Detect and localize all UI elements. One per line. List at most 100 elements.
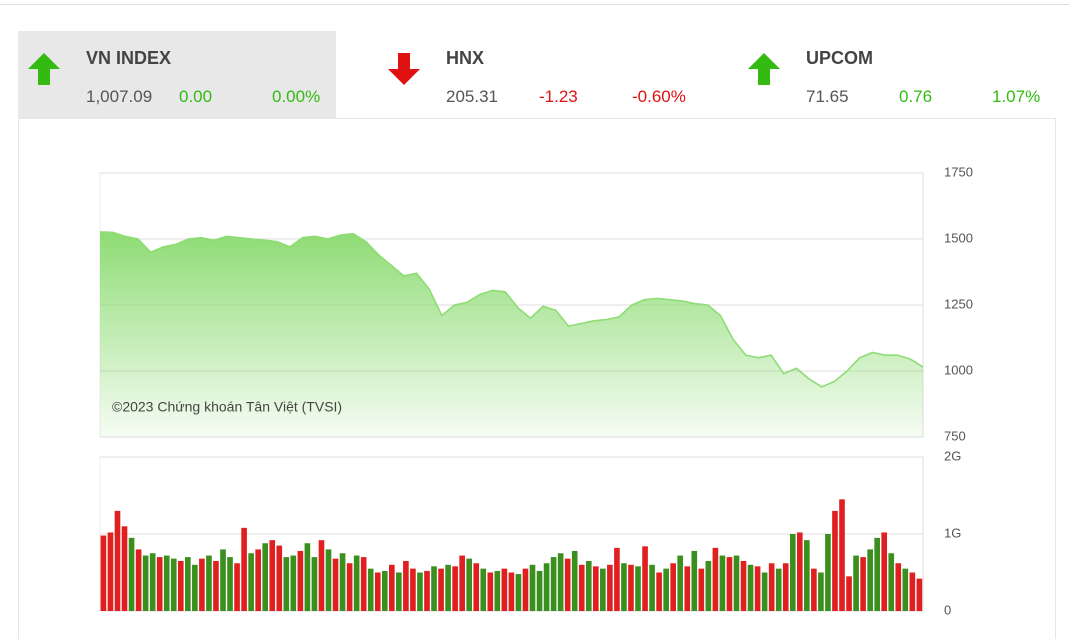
bar — [438, 568, 444, 611]
bar — [480, 568, 487, 611]
down-arrow — [388, 53, 420, 85]
bar — [494, 570, 501, 611]
bar — [290, 555, 297, 611]
bar — [487, 572, 494, 611]
bar — [733, 555, 740, 611]
bar — [789, 534, 796, 611]
bar — [663, 568, 669, 611]
bar — [543, 563, 550, 611]
bar — [501, 568, 508, 611]
bar — [811, 568, 817, 611]
bar — [304, 543, 311, 611]
y-tick-label: 1500 — [944, 230, 973, 245]
bar — [192, 564, 198, 611]
y-tick-label: 1G — [944, 525, 961, 540]
bar — [269, 540, 276, 611]
bar — [846, 576, 852, 611]
bar — [508, 572, 515, 611]
bar — [796, 532, 803, 611]
bar — [578, 564, 585, 611]
ticker-percent: 0.00% — [272, 87, 321, 106]
bar — [396, 572, 402, 611]
bar — [107, 532, 114, 611]
ticker-percent: -0.60% — [632, 87, 686, 106]
bar — [128, 537, 135, 611]
bar — [522, 568, 529, 611]
bar — [874, 537, 880, 611]
bar — [410, 568, 416, 611]
up-arrow — [748, 53, 780, 85]
area-fill — [100, 231, 923, 437]
bar — [185, 557, 191, 611]
ticker[interactable]: VN INDEX 1,007.09 0.00 0.00% — [18, 31, 336, 118]
bar — [297, 550, 304, 611]
ticker[interactable]: UPCOM 71.65 0.76 1.07% — [738, 31, 1056, 118]
bar — [241, 527, 247, 611]
bar — [782, 563, 789, 611]
top-border — [0, 4, 1069, 5]
ticker[interactable]: HNX 205.31 -1.23 -0.60% — [378, 31, 696, 118]
bar — [684, 566, 691, 611]
bar — [339, 553, 346, 611]
bar — [473, 563, 480, 611]
bar — [199, 558, 205, 611]
bar — [227, 557, 233, 611]
bar — [417, 572, 423, 611]
bar — [607, 564, 613, 611]
bar — [860, 557, 866, 611]
bar — [431, 566, 437, 611]
bar — [213, 560, 219, 611]
bar — [276, 545, 283, 611]
bar — [262, 543, 269, 611]
ticker-value: 205.31 — [446, 87, 498, 106]
bar — [916, 578, 923, 611]
bar — [621, 563, 627, 611]
bar — [677, 555, 684, 611]
ticker-change: -1.23 — [539, 87, 578, 106]
bar — [895, 563, 902, 611]
bar — [163, 555, 170, 611]
bar — [557, 553, 564, 611]
bar — [220, 549, 226, 611]
ticker-name: UPCOM — [806, 48, 873, 68]
bar — [670, 563, 677, 611]
bar — [234, 563, 240, 611]
bar — [592, 566, 599, 611]
ticker-percent: 1.07% — [992, 87, 1041, 106]
ticker-value: 71.65 — [806, 87, 849, 106]
bar — [311, 557, 318, 611]
bar — [353, 555, 360, 611]
bar — [614, 547, 620, 611]
bar — [466, 558, 473, 611]
bar — [206, 555, 212, 611]
bar — [747, 564, 754, 611]
bar — [445, 564, 451, 611]
bar — [867, 549, 873, 611]
bar — [740, 560, 747, 611]
bar — [459, 555, 465, 611]
bar — [100, 535, 107, 611]
line — [99, 231, 924, 388]
bar — [550, 557, 557, 611]
bar — [452, 566, 458, 611]
ticker-change: 0.76 — [899, 87, 933, 106]
bar — [832, 510, 838, 611]
bar — [585, 560, 592, 611]
bar — [775, 568, 782, 611]
ticker-change: 0.00 — [179, 87, 213, 106]
bar — [698, 568, 705, 611]
bar — [248, 553, 254, 611]
bar — [804, 540, 810, 611]
bar — [712, 547, 719, 611]
y-tick-label: 750 — [944, 428, 966, 443]
bar — [881, 532, 888, 611]
bar — [325, 549, 332, 611]
bar — [600, 568, 606, 611]
bar — [381, 570, 388, 611]
watermark: ©2023 Chứng khoán Tân Việt (TVSI) — [112, 399, 342, 415]
bar — [536, 570, 543, 611]
bar — [705, 560, 712, 611]
bar — [255, 549, 261, 611]
bar — [283, 557, 290, 611]
bar — [318, 540, 325, 611]
